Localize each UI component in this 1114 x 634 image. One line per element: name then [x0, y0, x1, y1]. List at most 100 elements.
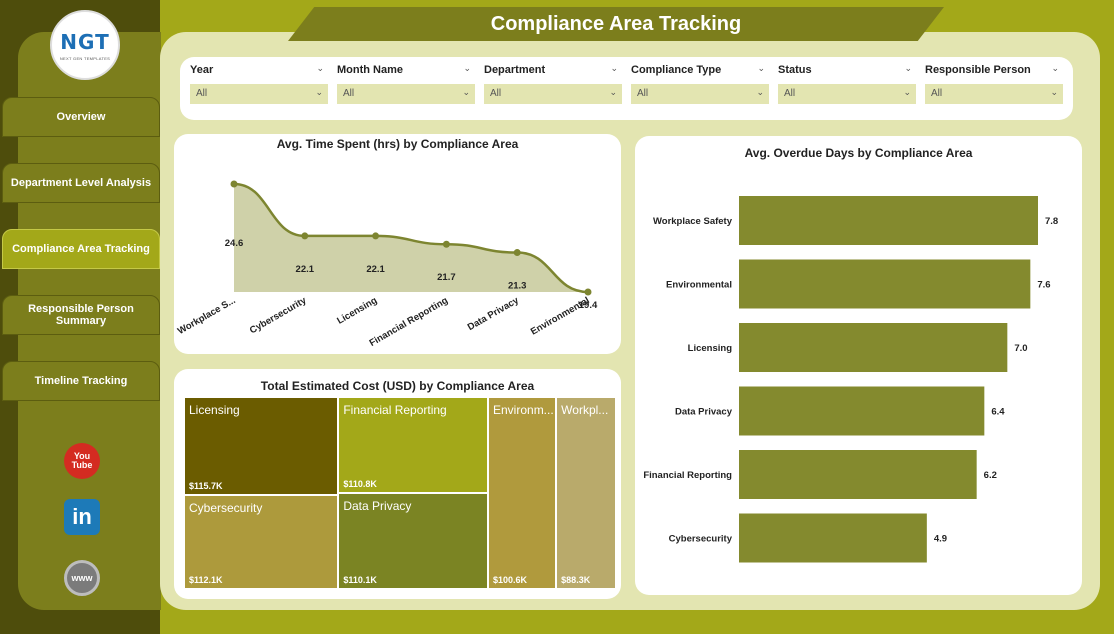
nav-compliance-area-tracking[interactable]: Compliance Area Tracking — [2, 229, 160, 269]
page-title: Compliance Area Tracking — [490, 12, 742, 35]
y-tick-label: Licensing — [688, 343, 733, 354]
data-label: 7.0 — [1014, 343, 1027, 354]
y-tick-label: Financial Reporting — [643, 470, 732, 481]
treemap-area: Licensing $115.7K Cybersecurity $112.1K Fina… — [184, 397, 616, 589]
treemap-cell: Financial Reporting $110.8K — [339, 398, 487, 493]
bar — [739, 259, 1031, 309]
y-tick-label: Environmental — [666, 280, 732, 291]
linkedin-text: in — [72, 504, 92, 529]
filter-value: All — [784, 88, 796, 99]
series-line — [233, 182, 589, 294]
treemap-label: Data Privacy — [343, 499, 412, 514]
total-cost-treemap: Total Estimated Cost (USD) by Compliance… — [174, 369, 621, 599]
treemap-cell: Licensing $115.7K — [185, 398, 338, 494]
treemap-value: $110.1K — [343, 574, 377, 585]
chevron-down-icon: ⌄ — [903, 87, 911, 97]
filter-label: Status — [778, 64, 812, 76]
treemap-label: Licensing — [189, 403, 240, 417]
logo-subtitle: NEXT GEN TEMPLATES — [59, 55, 111, 61]
youtube-text: You Tube — [71, 451, 93, 470]
treemap-label: Financial Reporting — [343, 403, 447, 417]
chevron-down-icon: ⌄ — [756, 87, 764, 97]
filter-value: All — [637, 88, 649, 99]
logo: NGT NEXT GEN TEMPLATES — [50, 10, 120, 80]
data-label: 22.1 — [366, 264, 385, 275]
filter-label: Department — [484, 64, 546, 76]
x-tick-label: Environmental — [529, 295, 592, 338]
nav-label: Compliance Area Tracking — [12, 243, 150, 255]
data-label: 7.8 — [1045, 216, 1058, 227]
nav-overview[interactable]: Overview — [2, 97, 160, 137]
treemap-label: Workpl... — [561, 403, 609, 417]
filter-value: All — [931, 88, 943, 99]
data-label: 4.9 — [934, 534, 947, 545]
chevron-down-icon[interactable]: ⌄ — [463, 63, 471, 73]
data-point — [513, 249, 521, 257]
filter-bar: Year ⌄ All ⌄ Month Name ⌄ All ⌄ Department… — [180, 57, 1073, 120]
filter-select-status[interactable]: All ⌄ — [778, 84, 916, 104]
bar — [739, 323, 1008, 372]
chevron-down-icon[interactable]: ⌄ — [1051, 63, 1059, 73]
avg-overdue-days-chart: Avg. Overdue Days by Compliance Area Wor… — [635, 136, 1082, 595]
filter-select-year[interactable]: All ⌄ — [190, 84, 328, 104]
treemap-cell: Workpl... $88.3K — [557, 398, 615, 588]
x-tick-label: Workplace S... — [176, 295, 238, 337]
chevron-down-icon: ⌄ — [609, 87, 617, 97]
data-point — [372, 232, 380, 240]
treemap-value: $100.6K — [493, 575, 528, 585]
treemap-value: $88.3K — [561, 575, 591, 585]
data-point — [230, 180, 238, 188]
logo-text: NGT — [60, 29, 110, 54]
chevron-down-icon: ⌄ — [315, 87, 323, 97]
filter-label: Responsible Person — [925, 64, 1031, 76]
filter-select-department[interactable]: All ⌄ — [484, 84, 622, 104]
nav-department-level-analysis[interactable]: Department Level Analysis — [2, 163, 160, 203]
y-tick-label: Cybersecurity — [669, 534, 733, 545]
chevron-down-icon: ⌄ — [462, 87, 470, 97]
youtube-icon[interactable]: You Tube — [64, 443, 100, 479]
globe-icon[interactable]: www — [64, 560, 100, 596]
filter-label: Month Name — [337, 64, 403, 76]
nav-timeline-tracking[interactable]: Timeline Tracking — [2, 361, 160, 401]
filter-select-compliance-type[interactable]: All ⌄ — [631, 84, 769, 104]
treemap-label: Cybersecurity — [189, 500, 263, 515]
chart-title: Avg. Overdue Days by Compliance Area — [744, 146, 973, 160]
y-tick-label: Data Privacy — [675, 407, 733, 418]
chevron-down-icon[interactable]: ⌄ — [316, 63, 324, 73]
x-tick-label: Financial Reporting — [368, 295, 450, 349]
filter-label: Year — [190, 64, 214, 76]
data-point — [301, 232, 309, 240]
data-label: 22.1 — [296, 264, 315, 275]
filter-select-month[interactable]: All ⌄ — [337, 84, 475, 104]
treemap-label: Environm... — [493, 403, 554, 417]
bar — [739, 386, 985, 436]
data-point — [442, 240, 450, 248]
page-title-banner: Compliance Area Tracking — [288, 7, 944, 41]
treemap-cell: Cybersecurity $112.1K — [185, 495, 338, 588]
chevron-down-icon: ⌄ — [1050, 87, 1058, 97]
treemap-value: $110.8K — [343, 479, 377, 490]
bar — [739, 513, 927, 563]
nav-responsible-person-summary[interactable]: Responsible Person Summary — [2, 295, 160, 335]
bar-chart-svg: Workplace Safety 7.8 Environmental 7.6 Licen… — [643, 196, 1058, 563]
treemap-value: $112.1K — [189, 574, 223, 585]
chevron-down-icon[interactable]: ⌄ — [904, 63, 912, 73]
chevron-down-icon[interactable]: ⌄ — [610, 63, 618, 73]
y-tick-label: Workplace Safety — [653, 216, 733, 227]
globe-text: www — [71, 573, 93, 583]
x-tick-label: Cybersecurity — [248, 295, 309, 337]
chart-title: Total Estimated Cost (USD) by Compliance… — [260, 379, 535, 393]
filter-value: All — [490, 88, 502, 99]
chevron-down-icon[interactable]: ⌄ — [757, 63, 765, 73]
sidebar: NGT NEXT GEN TEMPLATES Overview Departme… — [0, 0, 161, 634]
filter-label: Compliance Type — [631, 64, 722, 76]
treemap-value: $115.7K — [189, 480, 223, 491]
linkedin-icon[interactable]: in — [64, 499, 100, 535]
bar — [739, 196, 1038, 245]
filter-select-responsible-person[interactable]: All ⌄ — [925, 84, 1063, 104]
filter-value: All — [196, 88, 208, 99]
x-tick-label: Data Privacy — [466, 295, 522, 333]
treemap-cell: Data Privacy $110.1K — [339, 494, 487, 588]
bar — [739, 450, 977, 499]
filter-value: All — [343, 88, 355, 99]
